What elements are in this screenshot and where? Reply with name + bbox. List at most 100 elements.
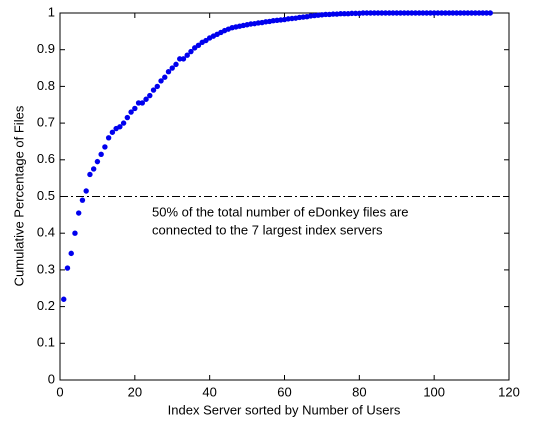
data-point — [435, 10, 441, 16]
data-point — [139, 100, 146, 106]
y-tick-label: 0.6 — [37, 151, 55, 166]
data-point — [371, 10, 377, 16]
data-point — [162, 74, 168, 80]
annotation: 50% of the total number of eDonkey files… — [152, 204, 409, 219]
data-point — [173, 61, 179, 68]
data-point — [483, 10, 490, 16]
data-point — [184, 52, 190, 58]
data-point — [72, 230, 78, 236]
data-point — [102, 144, 108, 150]
x-tick-label: 60 — [277, 384, 291, 399]
data-point — [431, 10, 437, 16]
data-point — [450, 10, 456, 16]
data-point — [349, 10, 355, 17]
data-point — [169, 65, 175, 71]
data-point — [322, 11, 329, 18]
data-point — [337, 11, 344, 17]
data-point — [132, 105, 138, 112]
y-tick-label: 0.8 — [37, 78, 55, 93]
data-point — [375, 10, 381, 16]
data-point — [117, 124, 123, 130]
annotation: connected to the 7 largest index servers — [152, 222, 383, 237]
data-point — [360, 10, 366, 16]
data-point — [487, 10, 493, 16]
data-point — [386, 10, 392, 16]
data-point — [180, 56, 187, 62]
data-point — [195, 42, 202, 48]
data-point — [379, 10, 385, 16]
data-point — [124, 114, 131, 121]
data-point — [79, 197, 86, 203]
data-point — [364, 10, 370, 16]
data-point — [109, 129, 116, 135]
y-tick-label: 0.3 — [37, 261, 55, 276]
data-point — [416, 10, 422, 16]
data-point — [90, 166, 97, 172]
data-point — [98, 151, 104, 157]
data-point — [394, 10, 400, 16]
data-point — [472, 10, 479, 16]
data-point — [438, 10, 445, 16]
data-point — [405, 10, 411, 16]
x-tick-label: 0 — [56, 384, 63, 399]
data-point — [397, 10, 404, 16]
data-point — [382, 10, 389, 16]
x-tick-label: 80 — [352, 384, 366, 399]
x-tick-label: 100 — [423, 384, 445, 399]
data-point — [120, 120, 127, 126]
data-point — [83, 188, 89, 194]
y-tick-label: 0.1 — [37, 335, 55, 350]
y-axis-label: Cumulative Percentage of Files — [11, 105, 26, 286]
x-axis-label: Index Server sorted by Number of Users — [168, 402, 401, 417]
x-tick-label: 20 — [128, 384, 142, 399]
data-point — [165, 69, 172, 75]
y-tick-label: 0.9 — [37, 41, 55, 56]
data-point — [143, 96, 149, 102]
x-tick-label: 120 — [498, 384, 520, 399]
data-point — [105, 135, 112, 141]
data-point — [128, 109, 134, 115]
data-point — [94, 158, 101, 165]
data-point — [476, 10, 482, 16]
data-point — [420, 10, 426, 16]
data-point — [87, 171, 93, 178]
y-tick-label: 0.2 — [37, 298, 55, 313]
data-point — [427, 10, 434, 16]
y-tick-label: 0 — [48, 371, 55, 386]
data-point — [147, 92, 153, 99]
data-point — [158, 78, 164, 84]
data-point — [461, 10, 467, 16]
data-point — [367, 10, 374, 16]
data-point — [480, 10, 486, 16]
data-point — [154, 83, 160, 90]
data-point — [465, 10, 471, 16]
data-point — [401, 10, 407, 16]
data-point — [453, 10, 460, 16]
data-point — [177, 56, 183, 62]
data-point — [150, 87, 157, 93]
data-point — [188, 48, 194, 55]
data-point — [330, 11, 336, 17]
y-tick-label: 0.4 — [37, 225, 55, 240]
y-tick-label: 1 — [48, 4, 55, 19]
y-tick-label: 0.5 — [37, 188, 55, 203]
data-point — [61, 296, 67, 302]
data-point — [423, 10, 430, 16]
data-point — [446, 10, 452, 16]
data-point — [352, 10, 359, 17]
data-point — [409, 10, 415, 16]
y-tick-label: 0.7 — [37, 115, 55, 130]
data-point — [457, 10, 464, 16]
data-point — [468, 10, 475, 16]
x-tick-label: 40 — [202, 384, 216, 399]
data-point — [412, 10, 419, 16]
data-point — [64, 265, 71, 271]
data-point — [442, 10, 449, 16]
data-point — [135, 100, 142, 106]
data-point — [76, 210, 82, 216]
data-point — [390, 10, 396, 16]
data-point — [341, 11, 348, 17]
data-point — [68, 250, 74, 257]
